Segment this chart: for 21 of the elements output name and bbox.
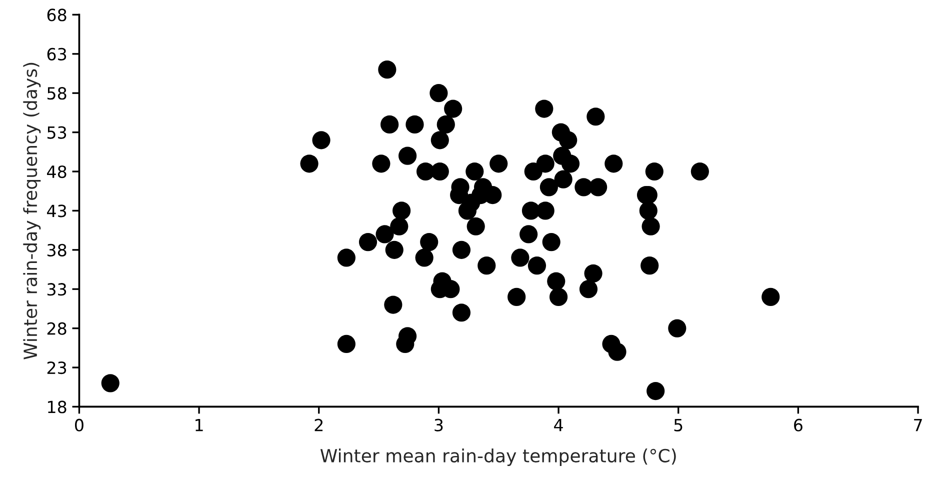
y-tick-label: 58 [47,87,66,100]
x-tick-label: 6 [794,418,802,432]
y-tick-label: 63 [47,48,66,60]
x-tick-label: 4 [554,419,563,432]
y-tick-label: 48 [47,165,66,178]
y-tick-label: 68 [47,8,66,22]
x-tick-label: 7 [914,419,922,432]
y-tick-label: 23 [47,361,66,374]
y-tick-label: 53 [47,126,66,139]
x-axis-title: Winter mean rain-day temperature (°C) [320,448,676,466]
y-tick-label: 18 [48,400,66,414]
x-tick-label: 5 [674,419,682,432]
y-tick-label: 33 [47,283,66,296]
x-tick-label: 2 [314,418,323,432]
y-axis-title: Winter rain-day frequency (days) [23,62,41,360]
y-tick-label: 28 [47,322,66,335]
y-tick-label: 38 [47,244,66,256]
x-tick-label: 1 [196,419,203,432]
x-tick-label: 0 [75,418,84,432]
x-tick-label: 3 [434,418,443,432]
y-tick-label: 43 [47,204,66,218]
